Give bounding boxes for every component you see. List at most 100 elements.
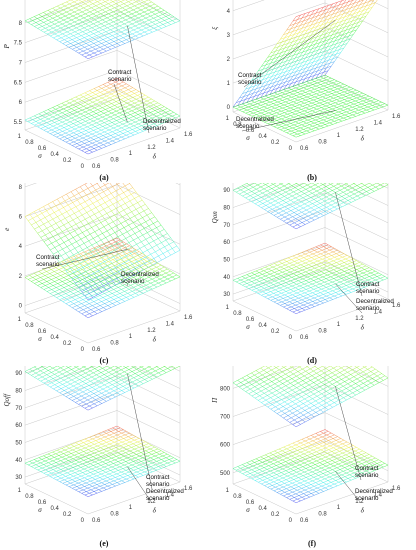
mesh-line xyxy=(89,88,95,91)
mesh-line xyxy=(59,279,63,282)
mesh-line xyxy=(104,45,108,48)
mesh-line xyxy=(116,289,122,292)
mesh-line xyxy=(287,104,292,107)
mesh-line xyxy=(120,87,126,91)
mesh-line xyxy=(311,67,317,70)
mesh-line xyxy=(89,234,94,239)
mesh-line xyxy=(24,18,30,22)
mesh-line xyxy=(100,303,105,306)
mesh-line xyxy=(153,220,159,224)
mesh-line xyxy=(123,110,128,113)
mesh-line xyxy=(85,269,90,272)
mesh-line xyxy=(102,9,106,12)
mesh-line xyxy=(43,111,47,114)
mesh-line xyxy=(60,27,65,31)
mesh-line xyxy=(106,49,112,52)
mesh-line xyxy=(341,29,346,32)
mesh-line xyxy=(106,114,111,118)
mesh-line xyxy=(336,99,340,102)
mesh-line xyxy=(303,127,309,130)
mesh-line xyxy=(149,258,154,262)
mesh-line xyxy=(287,59,291,65)
mesh-line xyxy=(74,19,80,23)
mesh-line xyxy=(292,16,297,22)
mesh-line xyxy=(352,106,356,109)
mesh-line xyxy=(102,17,108,21)
mesh-line xyxy=(320,17,324,23)
mesh-line xyxy=(285,93,289,96)
mesh-line xyxy=(355,4,361,7)
mesh-line xyxy=(43,206,47,211)
mesh-line xyxy=(98,146,102,149)
mesh-line xyxy=(139,33,144,37)
mesh-line xyxy=(162,233,168,237)
mesh-line xyxy=(159,106,165,109)
mesh-line xyxy=(128,204,134,208)
mesh-line xyxy=(341,119,347,122)
mesh-line xyxy=(48,20,52,23)
mesh-line xyxy=(347,99,353,102)
mesh-line xyxy=(86,17,92,21)
mesh-line xyxy=(79,126,83,130)
mesh-line xyxy=(128,224,132,230)
surface-chart: 5.566.577.580.60.811.21.41.600.20.40.60.… xyxy=(3,0,193,182)
mesh-line xyxy=(81,132,85,135)
mesh-line xyxy=(131,191,137,195)
mesh-line xyxy=(362,8,368,11)
y-tick-label: 0.2 xyxy=(63,158,72,164)
mesh-line xyxy=(339,108,344,111)
mesh-line xyxy=(120,269,125,272)
mesh-line xyxy=(312,118,316,121)
mesh-line xyxy=(113,269,117,272)
mesh-line xyxy=(359,91,363,94)
mesh-line xyxy=(57,263,61,266)
mesh-line xyxy=(330,111,335,114)
mesh-line xyxy=(100,109,106,112)
mesh-line xyxy=(77,269,83,272)
mesh-line xyxy=(140,224,145,229)
mesh-line xyxy=(99,103,104,107)
mesh-line xyxy=(134,3,140,7)
mesh-line xyxy=(129,29,134,33)
mesh-line xyxy=(110,124,116,127)
mesh-line xyxy=(272,95,277,98)
mesh-line xyxy=(78,52,82,56)
mesh-line xyxy=(83,223,89,227)
mesh-line xyxy=(329,107,333,110)
mesh-line xyxy=(106,210,112,214)
mesh-line xyxy=(67,41,71,44)
mesh-line xyxy=(126,103,131,106)
mesh-line xyxy=(126,83,130,86)
mesh-line xyxy=(130,37,135,40)
mesh-line xyxy=(128,242,133,247)
mesh-line xyxy=(249,96,255,99)
mesh-line xyxy=(45,114,50,118)
mesh-line xyxy=(47,203,52,209)
mesh-line xyxy=(54,112,58,116)
mesh-line xyxy=(147,108,152,111)
mesh-line xyxy=(67,204,72,210)
mesh-line xyxy=(329,114,333,117)
mesh-line xyxy=(28,20,33,23)
base-edge-sigma xyxy=(232,111,297,143)
mesh-line xyxy=(307,48,313,51)
mesh-line xyxy=(52,15,58,19)
mesh-line xyxy=(277,86,283,89)
mesh-line xyxy=(86,194,90,200)
mesh-line xyxy=(290,55,294,60)
mesh-line xyxy=(52,105,58,108)
mesh-line xyxy=(94,19,99,22)
mesh-line xyxy=(344,12,348,18)
mesh-line xyxy=(104,184,109,190)
mesh-line xyxy=(277,100,283,103)
mesh-line xyxy=(90,50,95,54)
mesh-line xyxy=(101,41,107,44)
mesh-line xyxy=(136,118,140,121)
mesh-line xyxy=(65,273,69,276)
mesh-line xyxy=(77,128,83,132)
mesh-line xyxy=(91,115,95,118)
mesh-line xyxy=(324,8,330,11)
mesh-line xyxy=(96,303,101,306)
mesh-line xyxy=(108,261,112,264)
mesh-line xyxy=(82,277,88,280)
